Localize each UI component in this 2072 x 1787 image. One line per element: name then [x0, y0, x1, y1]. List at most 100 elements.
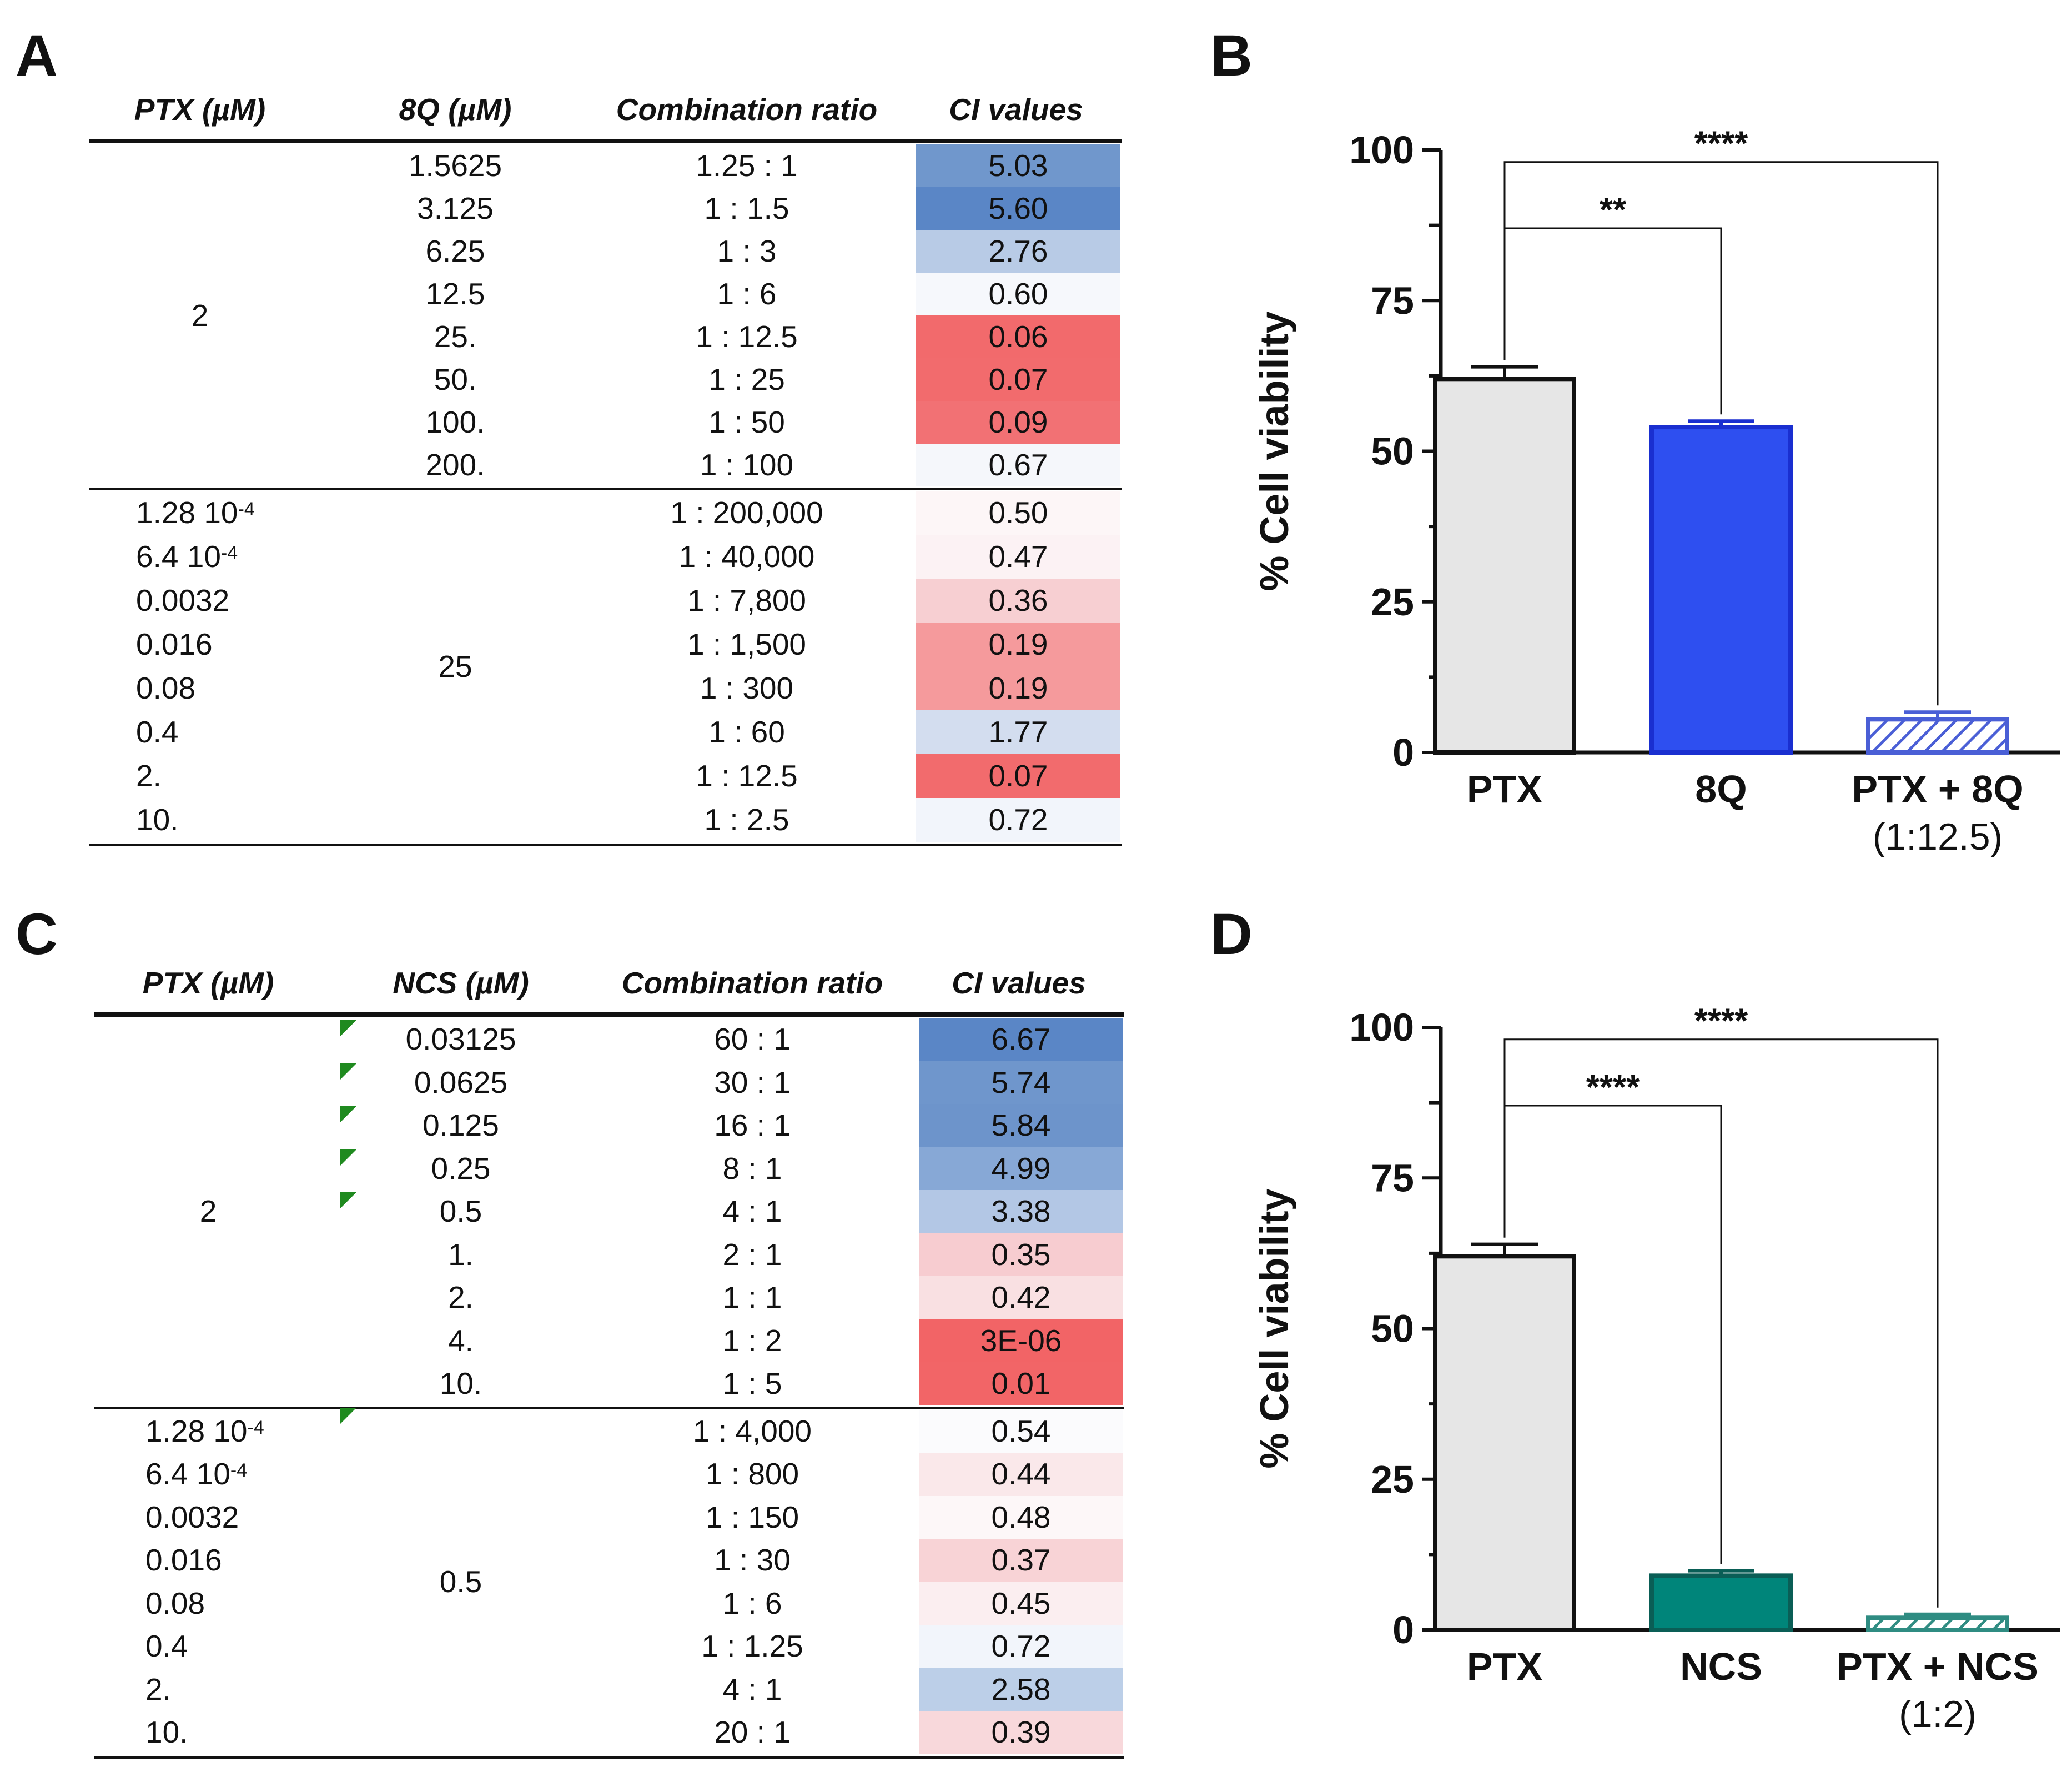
ptx-concentration: 1.28 10-4 [145, 1413, 264, 1448]
bar [1649, 425, 1793, 755]
significance-bracket [1503, 161, 1939, 706]
combination-ratio: 1 : 150 [705, 1499, 799, 1534]
drug-concentration: 50. [434, 362, 477, 396]
bar [1649, 1573, 1793, 1632]
bar-chart-d: 0 25 50 75 100 % Cell viability PTX NCS PTX + NC… [1253, 1002, 2060, 1735]
ci-value-cell: 0.07 [916, 358, 1120, 401]
combination-ratio: 60 : 1 [714, 1022, 791, 1056]
combination-ratio: 1 : 7,800 [687, 583, 807, 618]
ptx-concentration: 0.0032 [136, 583, 230, 618]
green-flag-icon [340, 1192, 356, 1209]
ptx-concentration: 10. [136, 802, 179, 837]
drug-concentration: 200. [425, 448, 485, 482]
category-label: PTX [1467, 767, 1542, 811]
combination-ratio: 1 : 2.5 [704, 802, 789, 837]
significance-label: **** [1694, 125, 1748, 163]
ptx-concentration: 2 [199, 1194, 217, 1228]
combination-ratio: 1 : 6 [717, 277, 777, 311]
ci-value-cell: 0.47 [916, 535, 1120, 579]
category-sublabel: (1:12.5) [1873, 816, 2003, 858]
ptx-concentration: 2. [145, 1671, 171, 1706]
drug-concentration: 0.5 [439, 1564, 482, 1599]
ptx-concentration: 1.28 10-4 [136, 495, 255, 530]
group-divider [89, 488, 1122, 490]
ci-value-cell: 0.72 [919, 1625, 1123, 1668]
bar [1866, 717, 2009, 755]
y-axis-label: % Cell viability [1253, 311, 1297, 591]
drug-concentration: 100. [425, 405, 485, 439]
combination-ratio: 1 : 5 [722, 1366, 782, 1401]
combination-ratio: 1 : 800 [705, 1457, 799, 1491]
ci-value-cell: 1.77 [916, 710, 1120, 754]
bar [1433, 377, 1576, 755]
ci-value-cell: 5.60 [916, 187, 1120, 230]
combination-ratio: 1 : 60 [708, 715, 785, 749]
drug-concentration: 2. [448, 1280, 474, 1314]
category-label: 8Q [1695, 767, 1747, 811]
combination-ratio: 1 : 30 [714, 1543, 791, 1577]
y-tick-label: 50 [1371, 430, 1414, 473]
table-header: Combination ratio [616, 92, 878, 127]
ci-value-cell: 6.67 [919, 1018, 1123, 1061]
drug-concentration: 25. [434, 319, 477, 354]
ci-value-cell: 0.36 [916, 579, 1120, 623]
combination-ratio: 30 : 1 [714, 1065, 791, 1100]
drug-concentration: 25 [438, 649, 472, 684]
combination-ratio: 1 : 1.5 [704, 191, 789, 225]
ci-value-cell: 0.35 [919, 1233, 1123, 1276]
category-label: NCS [1680, 1645, 1762, 1688]
ci-value-cell: 0.44 [919, 1453, 1123, 1496]
green-flag-icon [340, 1149, 356, 1166]
ci-value-cell: 0.07 [916, 754, 1120, 798]
combination-ratio: 1 : 3 [717, 234, 777, 268]
combination-ratio: 4 : 1 [722, 1194, 782, 1228]
drug-concentration: 0.125 [423, 1108, 499, 1142]
ptx-concentration: 0.08 [145, 1585, 205, 1620]
ci-value-cell: 2.58 [919, 1668, 1123, 1711]
drug-concentration: 1. [448, 1237, 474, 1272]
combination-ratio: 1 : 50 [708, 405, 785, 439]
exponent: -4 [247, 1417, 264, 1438]
ptx-concentration: 0.08 [136, 671, 196, 705]
panel-letter-b: B [1210, 23, 1253, 88]
y-tick-label: 0 [1392, 1608, 1414, 1652]
drug-concentration: 0.0625 [414, 1065, 508, 1100]
ci-value-cell: 3E-06 [919, 1319, 1123, 1362]
combination-ratio: 1.25 : 1 [696, 148, 798, 183]
bar-chart-b: 0 25 50 75 100 % Cell viability PTX 8Q PTX + 8Q (… [1253, 125, 2060, 858]
table-header: NCS (µM) [393, 966, 529, 1000]
drug-concentration: 12.5 [425, 277, 485, 311]
ptx-concentration: 0.016 [145, 1543, 222, 1577]
drug-concentration: 0.25 [431, 1151, 491, 1186]
exponent: -4 [230, 1460, 248, 1481]
ci-value-cell: 0.39 [919, 1711, 1123, 1754]
panel-letter-c: C [16, 902, 58, 967]
ptx-concentration: 2 [191, 298, 209, 333]
green-flag-icon [340, 1063, 356, 1080]
drug-concentration: 3.125 [417, 191, 494, 225]
table-top-rule [94, 1012, 1124, 1017]
ci-value-cell: 4.99 [919, 1147, 1123, 1190]
significance-label: ** [1600, 191, 1627, 229]
drug-concentration: 0.5 [439, 1194, 482, 1228]
category-label: PTX + NCS [1837, 1645, 2039, 1688]
table-header: Combination ratio [621, 966, 883, 1000]
combination-ratio: 1 : 1 [722, 1280, 782, 1314]
green-flag-icon [340, 1020, 356, 1037]
y-tick-label: 25 [1371, 1458, 1414, 1501]
table-header: PTX (µM) [134, 92, 266, 127]
category-label: PTX [1467, 1645, 1542, 1688]
drug-concentration: 4. [448, 1323, 474, 1358]
y-tick-label: 100 [1349, 128, 1414, 172]
combination-ratio: 1 : 200,000 [670, 495, 823, 530]
ci-value-cell: 0.72 [916, 798, 1120, 842]
combination-ratio: 4 : 1 [722, 1671, 782, 1706]
ci-value-cell: 0.45 [919, 1582, 1123, 1625]
y-tick-label: 100 [1349, 1006, 1414, 1049]
ci-value-cell: 5.74 [919, 1061, 1123, 1104]
ci-value-cell: 0.67 [916, 444, 1120, 486]
panel-letter-a: A [16, 23, 58, 88]
green-flag-icon [340, 1407, 356, 1424]
ci-value-cell: 0.01 [919, 1362, 1123, 1405]
ptx-concentration: 6.4 10-4 [136, 539, 238, 574]
